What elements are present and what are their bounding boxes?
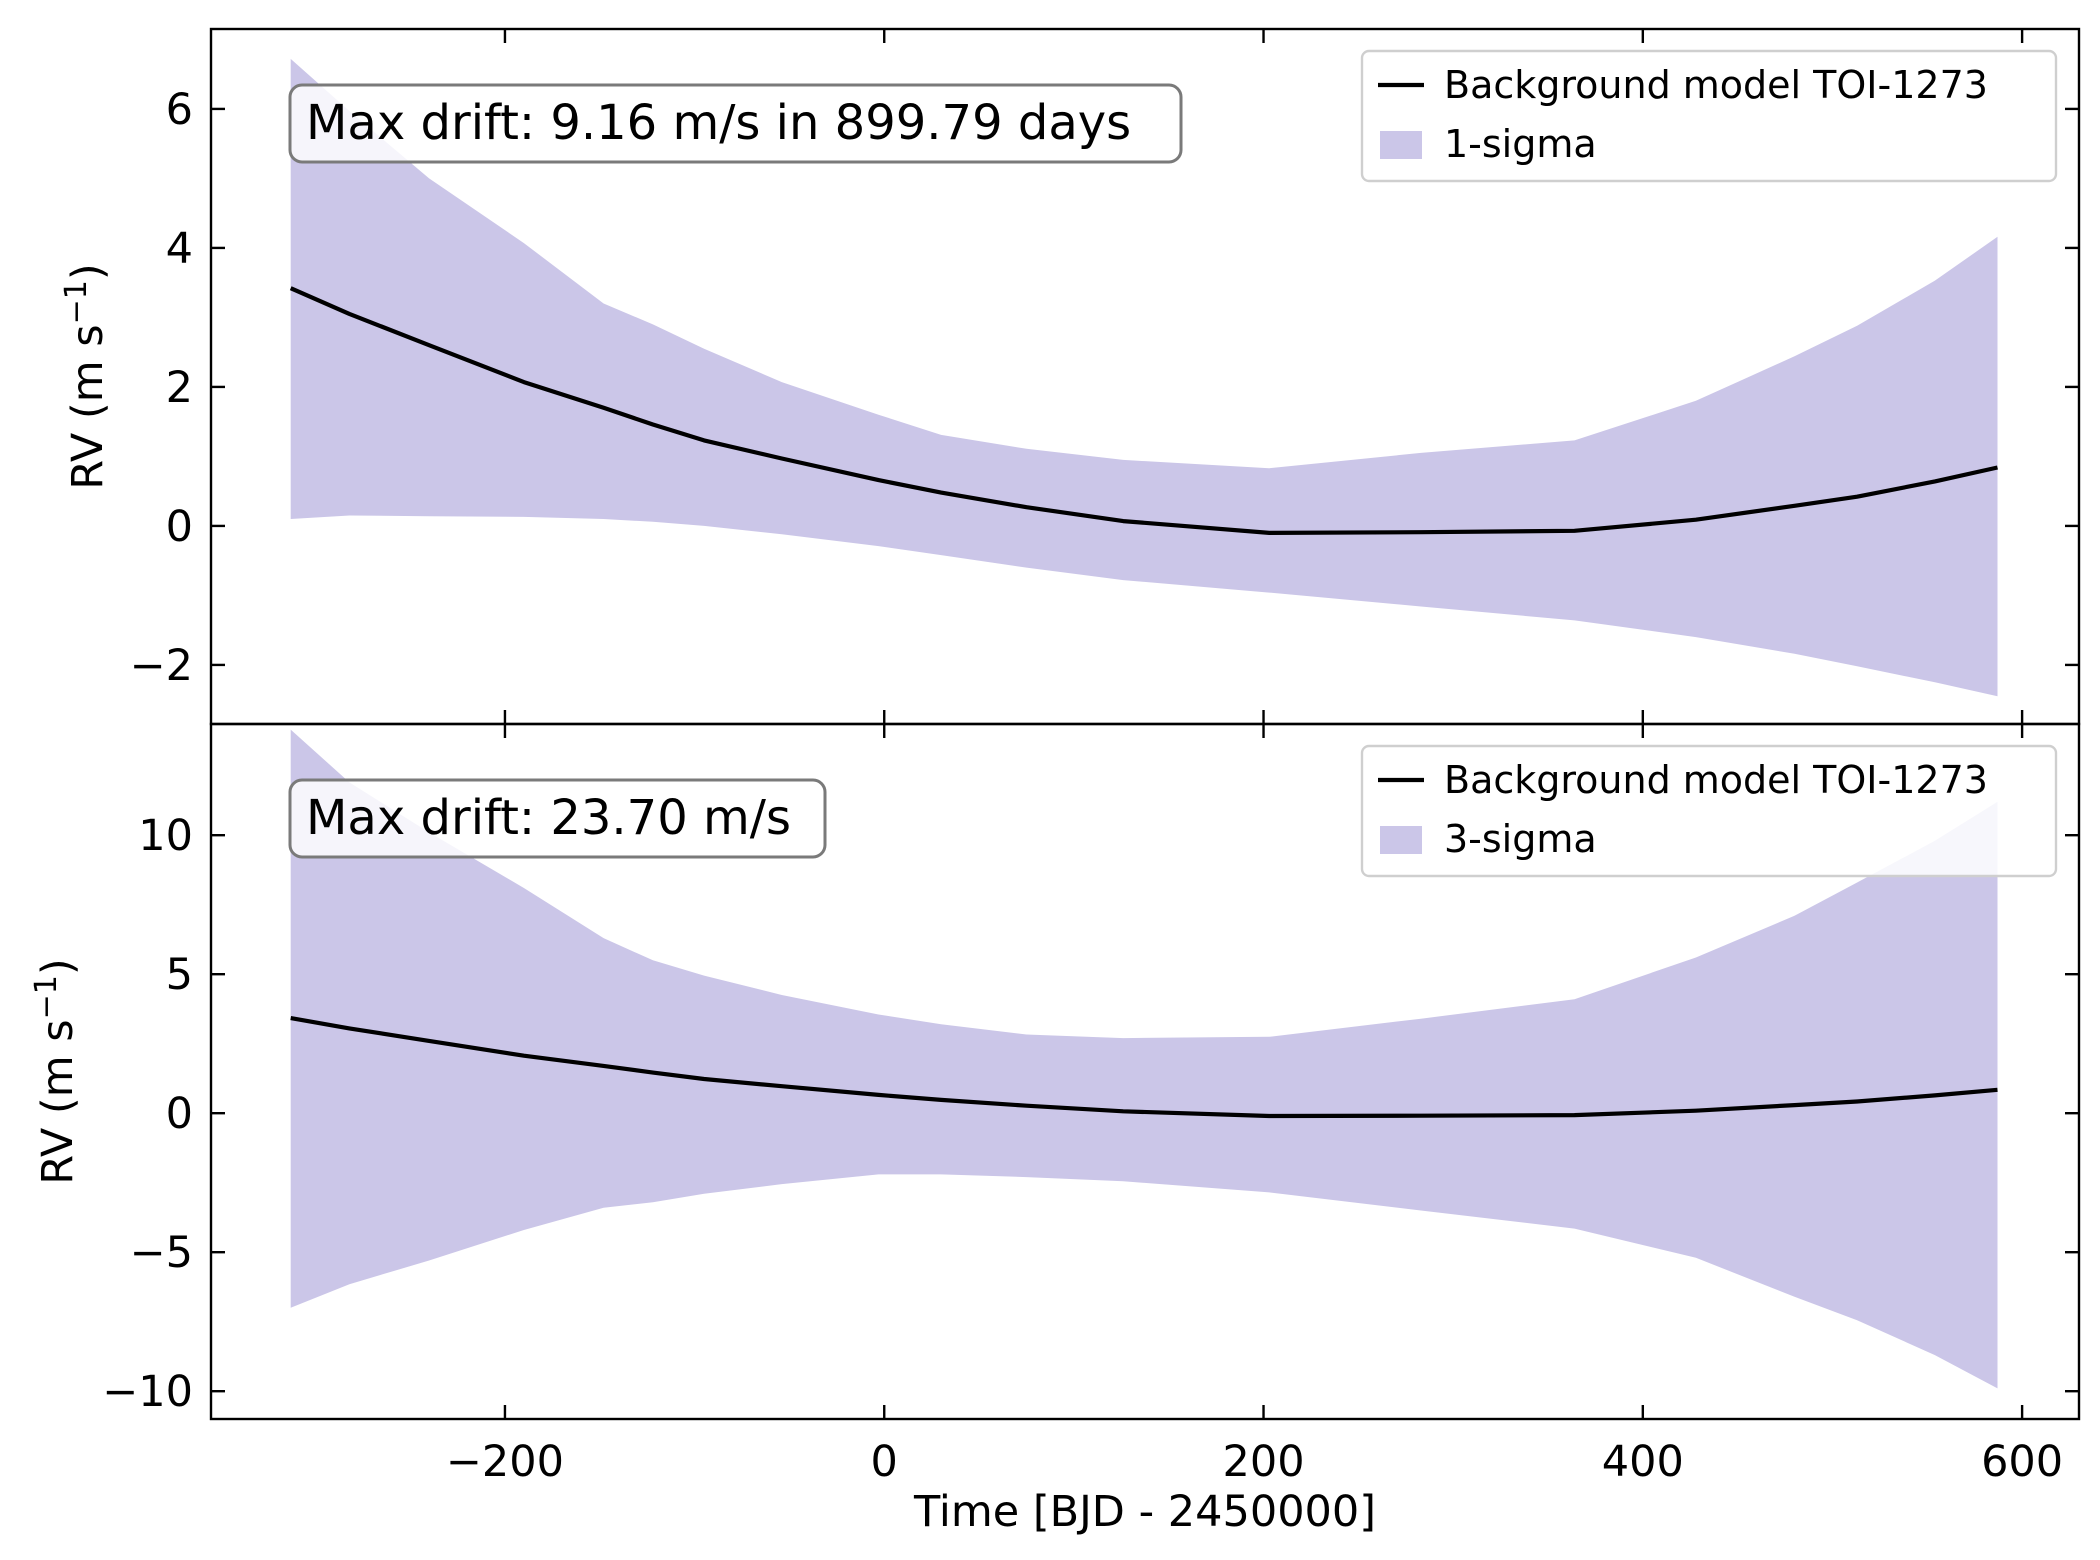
bottom-ytick-label: −5 — [130, 1228, 193, 1278]
top-legend-line-label: Background model TOI-1273 — [1444, 63, 1988, 107]
bottom-xlabel: Time [BJD - 2450000] — [913, 1487, 1376, 1537]
bottom-xtick-label: −200 — [446, 1437, 564, 1487]
top-ytick-label: 0 — [166, 502, 193, 552]
bottom-annotation: Max drift: 23.70 m/s — [288, 778, 827, 859]
top-legend-band-label: 1-sigma — [1444, 122, 1597, 166]
bottom-annotation-text: Max drift: 23.70 m/s — [306, 790, 791, 846]
bottom-xtick-label: 0 — [871, 1437, 898, 1487]
bottom-xtick-label: 600 — [1981, 1437, 2063, 1487]
top-ytick-label: 2 — [166, 363, 193, 413]
top-ytick-label: −2 — [130, 641, 193, 691]
bottom-ylabel: RV (m s−1) — [29, 958, 83, 1184]
bottom-ytick-label: 0 — [166, 1089, 193, 1139]
top-legend-box — [1360, 49, 2058, 183]
top-annotation: Max drift: 9.16 m/s in 899.79 days — [288, 83, 1183, 164]
bottom-legend-box — [1360, 744, 2058, 878]
bottom-model-line — [290, 1016, 1998, 1119]
bottom-legend-band-swatch — [1380, 826, 1422, 854]
bottom-xtick-label: 200 — [1222, 1437, 1304, 1487]
bottom-annotation-box — [288, 778, 827, 859]
top-panel: −2 0 2 4 6 RV (m s−1) Max drift: 9.16 m/s in 8… — [59, 27, 2081, 726]
top-annotation-text: Max drift: 9.16 m/s in 899.79 days — [306, 95, 1131, 151]
bottom-panel: −200 0 200 400 600 −10 −5 0 5 10 RV (m s−1) Time [B… — [29, 722, 2081, 1537]
top-legend: Background model TOI-1273 1-sigma — [1360, 49, 2058, 183]
bottom-legend-band-label: 3-sigma — [1444, 817, 1597, 861]
bottom-legend-line-label: Background model TOI-1273 — [1444, 758, 1988, 802]
bottom-axes-frame — [209, 722, 2081, 1421]
top-ytick-label: 6 — [166, 85, 193, 135]
top-ylabel: RV (m s−1) — [59, 263, 113, 489]
top-ytick-label: 4 — [166, 224, 193, 274]
bottom-legend: Background model TOI-1273 3-sigma — [1360, 744, 2058, 878]
top-sigma-band — [290, 58, 1998, 697]
top-legend-band-swatch — [1380, 131, 1422, 159]
bottom-sigma-band — [290, 729, 1998, 1389]
bottom-ytick-label: 5 — [166, 950, 193, 1000]
bottom-ytick-label: −10 — [102, 1367, 193, 1417]
top-model-line — [289, 286, 1998, 536]
bottom-xtick-label: 400 — [1602, 1437, 1684, 1487]
bottom-ytick-label: 10 — [138, 811, 193, 861]
top-annotation-box — [288, 83, 1183, 164]
